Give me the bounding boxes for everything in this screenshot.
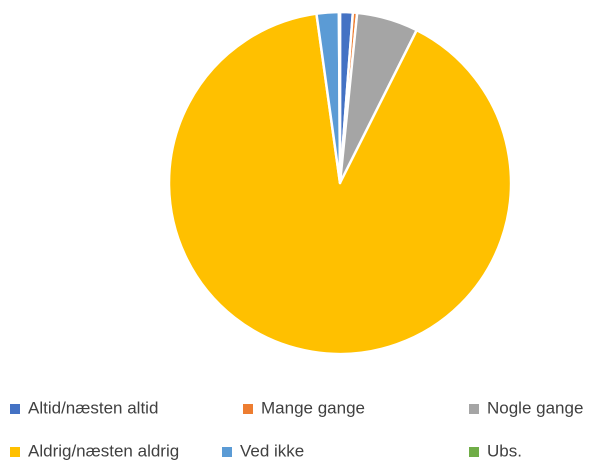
legend-label: Altid/næsten altid bbox=[28, 398, 158, 417]
legend-label: Ubs. bbox=[487, 441, 522, 460]
pie-slice bbox=[337, 10, 342, 185]
legend-label: Aldrig/næsten aldrig bbox=[28, 441, 179, 460]
legend-label: Nogle gange bbox=[487, 398, 583, 417]
legend-label: Mange gange bbox=[261, 398, 365, 417]
legend-marker bbox=[222, 447, 232, 457]
legend-marker bbox=[469, 447, 479, 457]
legend-label: Ved ikke bbox=[240, 441, 304, 460]
legend-marker bbox=[469, 404, 479, 414]
legend-marker bbox=[243, 404, 253, 414]
legend-marker bbox=[10, 447, 20, 457]
legend-marker bbox=[10, 404, 20, 414]
